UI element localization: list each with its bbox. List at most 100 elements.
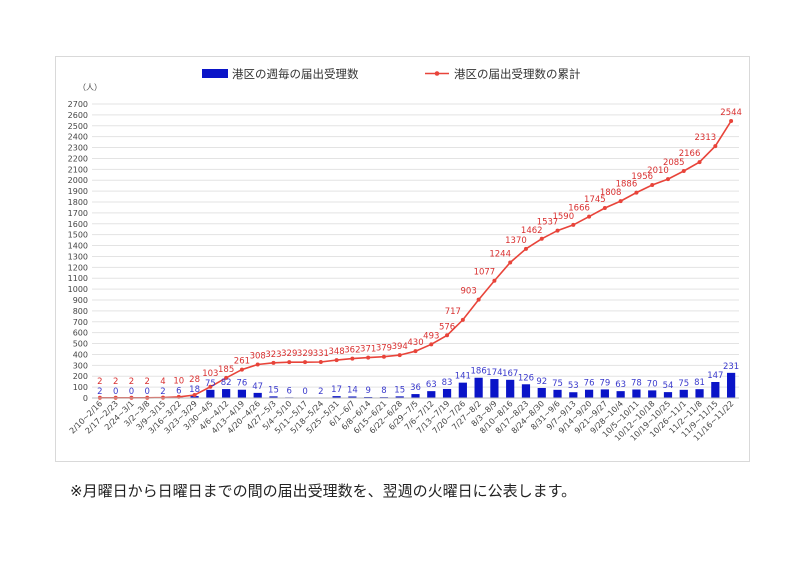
bar	[553, 389, 562, 398]
bar	[490, 379, 499, 398]
bar	[442, 388, 452, 398]
bar-value-label: 82	[221, 378, 232, 388]
line-value-label: 1370	[505, 236, 527, 246]
bar-value-label: 63	[426, 380, 437, 390]
footnote: ※月曜日から日曜日までの間の届出受理数を、翌週の火曜日に公表します。	[70, 482, 577, 500]
line-point	[381, 354, 386, 359]
bar-value-label: 2	[318, 387, 323, 397]
legend: 港区の週毎の届出受理数 港区の届出受理数の累計	[202, 67, 581, 81]
y-tick-label: 1600	[68, 220, 88, 229]
bar-value-label: 78	[631, 379, 642, 389]
y-tick-label: 1300	[68, 252, 88, 261]
line-value-label: 1537	[537, 218, 559, 228]
line-point	[697, 160, 702, 165]
y-tick-label: 2200	[68, 154, 88, 163]
line-point	[539, 236, 544, 241]
y-tick-label: 800	[73, 307, 88, 316]
line-point	[476, 297, 481, 302]
bar-value-label: 92	[536, 377, 547, 387]
y-tick-label: 1200	[68, 263, 88, 272]
bar	[521, 384, 531, 398]
bar-value-label: 36	[410, 383, 421, 393]
y-tick-label: 1800	[68, 198, 88, 207]
line-value-label: 261	[234, 357, 250, 367]
line-point	[602, 205, 607, 210]
bar	[632, 389, 641, 398]
bar-value-label: 14	[347, 385, 358, 395]
y-tick-label: 2700	[68, 100, 88, 109]
line-value-label: 1808	[600, 188, 622, 198]
line-value-label: 2	[145, 377, 150, 387]
bar	[727, 372, 736, 398]
bar-value-label: 79	[599, 378, 610, 388]
line-value-label: 2085	[663, 158, 685, 168]
line-value-label: 2	[97, 377, 102, 387]
line-value-label: 1244	[489, 250, 511, 260]
line-value-label: 331	[313, 349, 329, 359]
line-point	[492, 278, 497, 283]
line-point	[650, 183, 655, 188]
line-value-label: 362	[344, 346, 360, 356]
bar-value-label: 6	[287, 386, 292, 396]
legend-swatch-bar	[202, 69, 228, 78]
bar	[506, 379, 515, 398]
line-value-label: 2544	[720, 108, 742, 118]
line-value-label: 2313	[695, 133, 717, 143]
line-point	[208, 384, 213, 389]
bar-value-label: 63	[615, 380, 626, 390]
line-point	[192, 392, 197, 397]
bar-value-label: 6	[176, 386, 181, 396]
bar	[269, 396, 278, 398]
bar	[332, 396, 341, 398]
line-value-label: 308	[250, 351, 266, 361]
bar-series	[95, 372, 736, 398]
y-tick-label: 2500	[68, 122, 88, 131]
line-point	[523, 246, 528, 251]
line-value-label: 329	[297, 349, 313, 359]
gridlines	[92, 103, 739, 399]
bar-value-label: 186	[471, 367, 487, 377]
line-value-label: 1590	[552, 212, 574, 222]
bar-value-label: 17	[331, 385, 342, 395]
line-value-label: 371	[360, 345, 376, 355]
line-point	[618, 199, 623, 204]
bar-value-label: 18	[189, 385, 200, 395]
line-value-label: 1886	[616, 180, 638, 190]
line-series	[97, 118, 734, 400]
bar-value-label: 2	[97, 387, 102, 397]
bar	[711, 381, 720, 398]
bar-value-label: 70	[647, 379, 658, 389]
line-point	[445, 333, 450, 338]
y-tick-label: 2600	[68, 111, 88, 120]
line-value-label: 185	[218, 365, 234, 375]
y-tick-label: 400	[73, 350, 88, 359]
y-tick-label: 200	[73, 372, 88, 381]
bar-value-label: 126	[518, 373, 534, 383]
bar	[348, 396, 357, 398]
y-tick-label: 1400	[68, 242, 88, 251]
y-tick-label: 900	[73, 296, 88, 305]
line-point	[366, 355, 371, 360]
line-value-label: 2	[113, 377, 118, 387]
line-point	[665, 177, 670, 182]
line-point	[508, 260, 513, 265]
bar-value-label: 15	[268, 385, 279, 395]
bar-value-label: 0	[129, 387, 134, 397]
bar-value-label: 141	[455, 372, 471, 382]
bar-value-label: 0	[113, 387, 118, 397]
bar	[584, 389, 594, 398]
bar-value-label: 75	[552, 379, 563, 389]
line-point	[239, 367, 244, 372]
line-value-label: 903	[461, 287, 477, 297]
y-tick-label: 1000	[68, 285, 88, 294]
line-point	[413, 349, 418, 354]
y-tick-label: 500	[73, 340, 88, 349]
line-point	[587, 214, 592, 219]
line-value-label: 329	[281, 349, 297, 359]
line-value-label: 430	[407, 338, 423, 348]
line-point	[255, 362, 260, 367]
bar	[458, 382, 467, 398]
y-tick-label: 2000	[68, 176, 88, 185]
